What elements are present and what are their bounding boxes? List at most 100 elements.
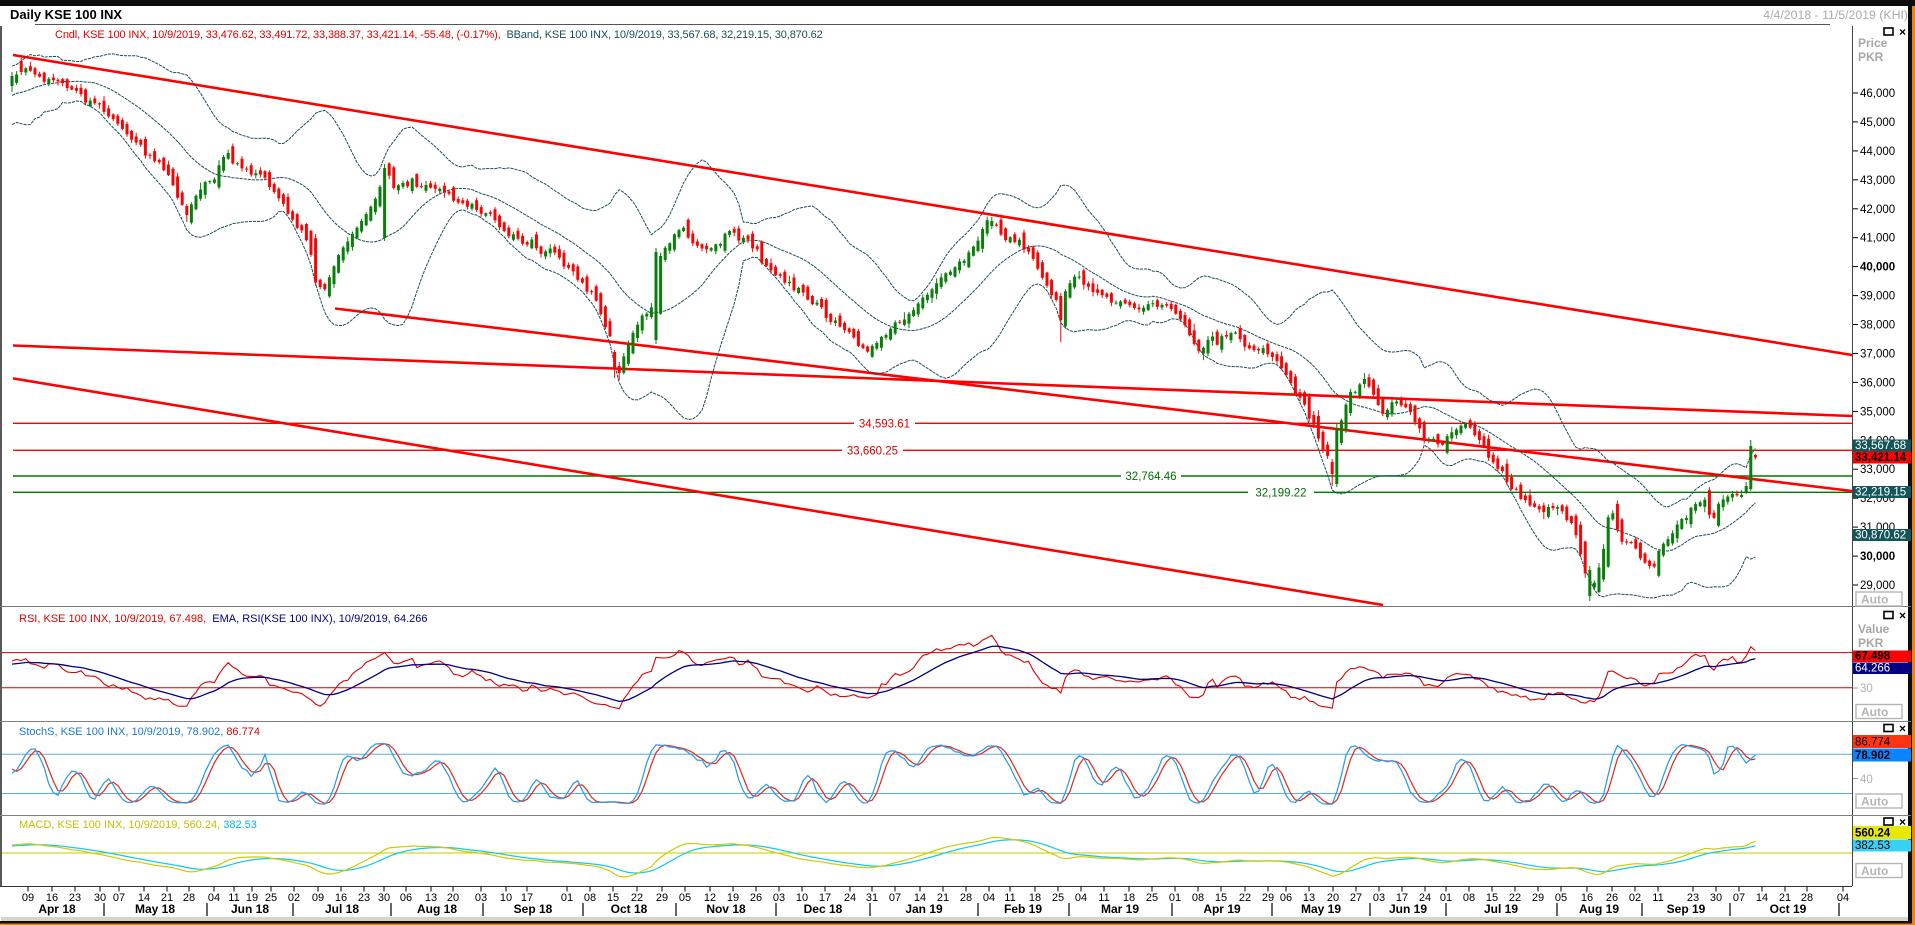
svg-text:Sep 18: Sep 18 — [514, 902, 553, 916]
svg-text:Auto: Auto — [1861, 795, 1888, 809]
svg-text:RSI, KSE 100 INX, 10/9/2019, 6: RSI, KSE 100 INX, 10/9/2019, 67.498, EMA… — [19, 613, 427, 625]
svg-text:31: 31 — [866, 892, 878, 904]
svg-text:33,567.68: 33,567.68 — [1855, 440, 1906, 452]
svg-text:Jan 19: Jan 19 — [905, 902, 943, 916]
svg-text:33,421.14: 33,421.14 — [1855, 452, 1907, 464]
svg-text:21: 21 — [161, 892, 173, 904]
svg-text:Oct 18: Oct 18 — [611, 902, 648, 916]
svg-text:29: 29 — [656, 892, 668, 904]
svg-text:22: 22 — [1509, 892, 1521, 904]
svg-text:Jun 18: Jun 18 — [231, 902, 269, 916]
svg-text:13: 13 — [425, 892, 437, 904]
svg-text:40: 40 — [1860, 774, 1873, 786]
svg-text:37,000: 37,000 — [1860, 349, 1895, 361]
svg-text:29: 29 — [1262, 892, 1274, 904]
svg-text:17: 17 — [1396, 892, 1408, 904]
svg-text:Jul 18: Jul 18 — [325, 902, 359, 916]
svg-text:18: 18 — [1123, 892, 1135, 904]
svg-text:02: 02 — [288, 892, 300, 904]
svg-text:05: 05 — [1555, 892, 1567, 904]
svg-text:03: 03 — [773, 892, 785, 904]
svg-text:14: 14 — [138, 892, 150, 904]
svg-text:45,000: 45,000 — [1860, 117, 1895, 129]
svg-text:Auto: Auto — [1861, 593, 1888, 607]
svg-text:43,000: 43,000 — [1860, 175, 1895, 187]
svg-text:15: 15 — [607, 892, 619, 904]
svg-text:24: 24 — [1419, 892, 1431, 904]
svg-text:30: 30 — [378, 892, 390, 904]
svg-text:10: 10 — [500, 892, 512, 904]
svg-text:Oct 19: Oct 19 — [1770, 902, 1807, 916]
svg-text:32,199.22: 32,199.22 — [1255, 487, 1306, 499]
svg-text:18: 18 — [1029, 892, 1041, 904]
svg-text:64.266: 64.266 — [1855, 663, 1890, 675]
svg-text:04: 04 — [208, 892, 220, 904]
svg-text:17: 17 — [819, 892, 831, 904]
svg-text:07: 07 — [1733, 892, 1745, 904]
svg-text:40,000: 40,000 — [1860, 262, 1895, 274]
svg-text:16: 16 — [1581, 892, 1593, 904]
svg-text:MACD, KSE 100 INX, 10/9/2019,: MACD, KSE 100 INX, 10/9/2019, 560.24, 38… — [19, 819, 257, 831]
svg-text:Daily KSE 100 INX: Daily KSE 100 INX — [10, 7, 122, 22]
svg-text:34,593.61: 34,593.61 — [859, 418, 910, 430]
svg-text:05: 05 — [679, 892, 691, 904]
svg-text:Apr 18: Apr 18 — [38, 902, 76, 916]
svg-text:15: 15 — [1486, 892, 1498, 904]
svg-text:Auto: Auto — [1861, 864, 1888, 878]
svg-text:×: × — [1899, 722, 1906, 736]
svg-text:78.902: 78.902 — [1855, 750, 1890, 762]
svg-text:StochS, KSE 100 INX, 10/9/2019: StochS, KSE 100 INX, 10/9/2019, 78.902, … — [19, 726, 260, 738]
svg-text:×: × — [1899, 609, 1906, 623]
svg-text:04: 04 — [983, 892, 995, 904]
svg-text:11: 11 — [1098, 892, 1109, 904]
svg-text:27: 27 — [1350, 892, 1362, 904]
svg-text:4/4/2018 - 11/5/2019 (KHI): 4/4/2018 - 11/5/2019 (KHI) — [1763, 8, 1908, 22]
svg-text:86.774: 86.774 — [1855, 737, 1891, 749]
svg-text:20: 20 — [1327, 892, 1339, 904]
svg-text:30,000: 30,000 — [1860, 551, 1895, 563]
svg-text:10: 10 — [796, 892, 808, 904]
svg-text:29,000: 29,000 — [1860, 580, 1895, 592]
svg-text:08: 08 — [1463, 892, 1475, 904]
svg-text:06: 06 — [1280, 892, 1292, 904]
svg-text:38,000: 38,000 — [1860, 320, 1895, 332]
svg-text:23: 23 — [69, 892, 81, 904]
svg-text:25: 25 — [1146, 892, 1158, 904]
svg-text:14: 14 — [1756, 892, 1768, 904]
svg-text:01: 01 — [561, 892, 573, 904]
svg-text:Nov 18: Nov 18 — [706, 902, 746, 916]
svg-text:01: 01 — [1169, 892, 1181, 904]
svg-text:09: 09 — [312, 892, 324, 904]
svg-text:382.53: 382.53 — [1855, 840, 1890, 852]
svg-text:04: 04 — [1075, 892, 1087, 904]
svg-text:03: 03 — [1373, 892, 1385, 904]
svg-text:30: 30 — [94, 892, 106, 904]
svg-text:11: 11 — [228, 892, 239, 904]
svg-text:Jul 19: Jul 19 — [1484, 902, 1518, 916]
svg-text:20: 20 — [447, 892, 459, 904]
svg-text:23: 23 — [358, 892, 370, 904]
svg-text:Sep 19: Sep 19 — [1667, 902, 1706, 916]
svg-text:32,764.46: 32,764.46 — [1125, 471, 1176, 483]
svg-text:35,000: 35,000 — [1860, 406, 1895, 418]
svg-text:30,870.62: 30,870.62 — [1855, 530, 1906, 542]
svg-text:May 18: May 18 — [135, 902, 175, 916]
svg-text:17: 17 — [521, 892, 533, 904]
svg-text:23: 23 — [1687, 892, 1699, 904]
svg-text:Aug 19: Aug 19 — [1579, 902, 1619, 916]
svg-text:33,660.25: 33,660.25 — [847, 445, 898, 457]
svg-text:×: × — [1899, 25, 1906, 39]
svg-text:09: 09 — [22, 892, 34, 904]
svg-text:21: 21 — [1779, 892, 1791, 904]
svg-text:Aug 18: Aug 18 — [417, 902, 457, 916]
svg-text:07: 07 — [889, 892, 901, 904]
svg-text:Jun 19: Jun 19 — [1389, 902, 1427, 916]
svg-text:30: 30 — [1710, 892, 1722, 904]
svg-text:24: 24 — [844, 892, 856, 904]
svg-text:Feb 19: Feb 19 — [1004, 902, 1042, 916]
svg-text:19: 19 — [727, 892, 739, 904]
svg-text:42,000: 42,000 — [1860, 204, 1895, 216]
svg-text:28: 28 — [183, 892, 195, 904]
svg-text:13: 13 — [1303, 892, 1315, 904]
svg-text:Apr 19: Apr 19 — [1203, 902, 1241, 916]
